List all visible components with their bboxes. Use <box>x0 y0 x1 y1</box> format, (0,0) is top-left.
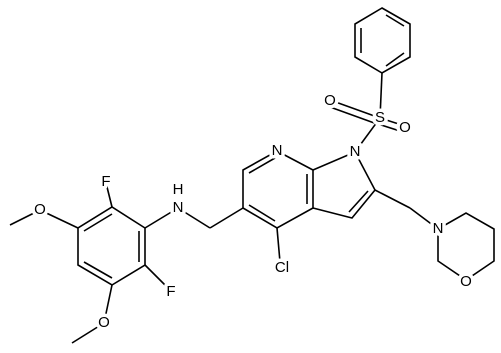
atom-label: O <box>460 273 472 290</box>
atom-labels: O O S N N Cl N O N H F F O O <box>31 88 476 334</box>
atom-label: N <box>350 143 361 160</box>
atom-label: O <box>399 119 411 136</box>
atom-label: F <box>101 173 110 190</box>
atom-label: O <box>98 314 110 331</box>
atom-label: S <box>375 109 385 126</box>
bonds <box>9 7 495 344</box>
atom-label: O <box>34 201 46 218</box>
atom-label: Cl <box>275 259 289 276</box>
atom-label: N <box>272 142 283 159</box>
atom-label: F <box>166 283 175 300</box>
atom-label: N <box>433 220 444 237</box>
atom-label: O <box>324 92 336 109</box>
atom-label: H <box>173 181 184 198</box>
atom-label: N <box>173 199 184 216</box>
